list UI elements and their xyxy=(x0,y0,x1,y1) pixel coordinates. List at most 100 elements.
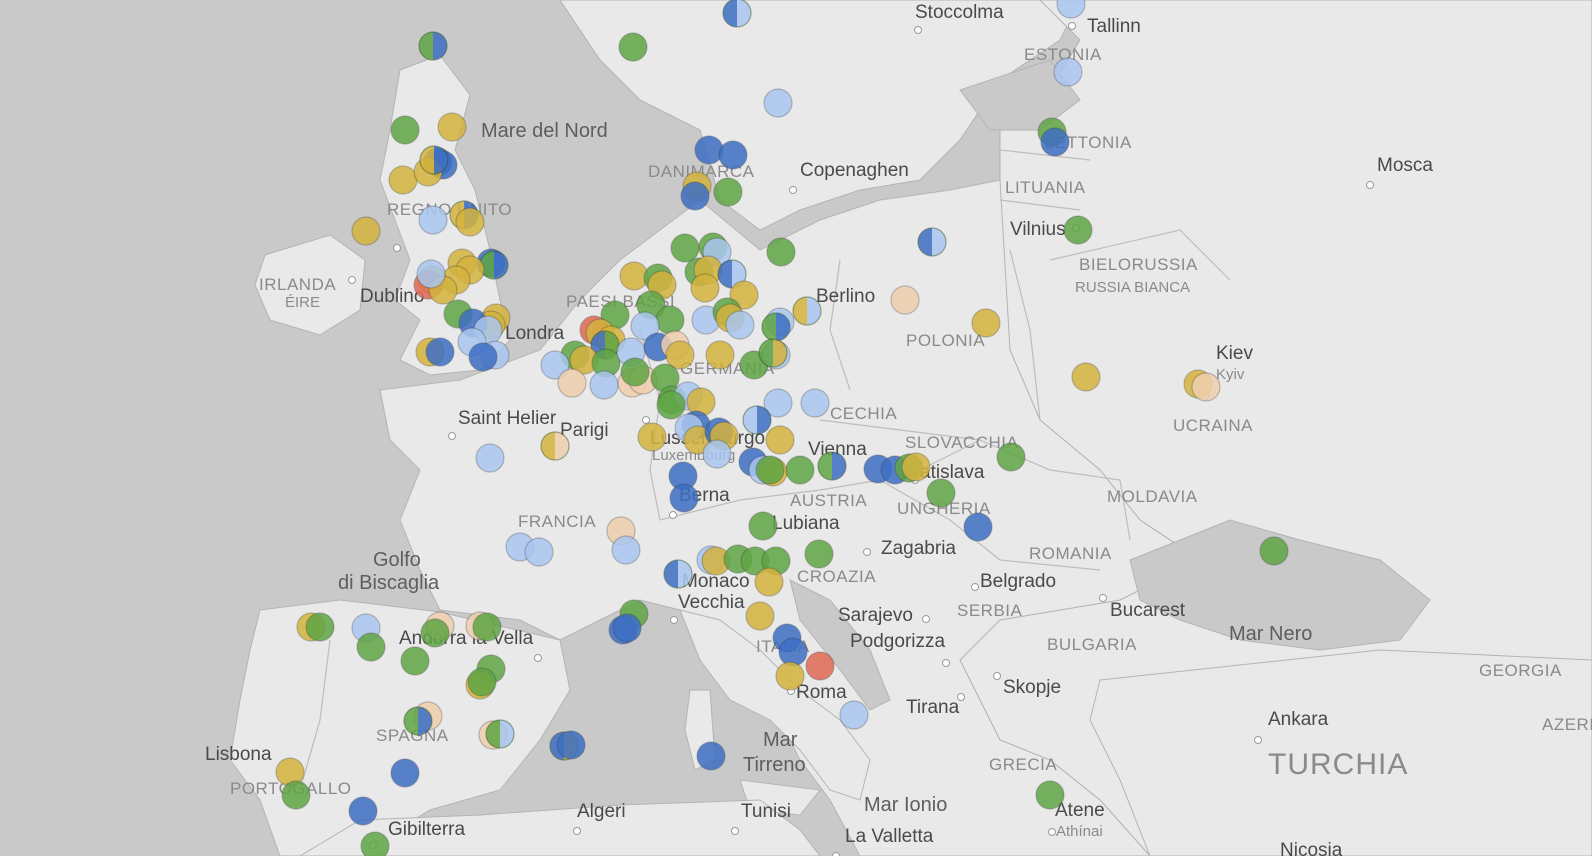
location-marker[interactable] xyxy=(763,388,793,418)
map-label-vienna: Vienna xyxy=(808,439,867,460)
location-marker[interactable] xyxy=(425,337,455,367)
location-marker[interactable] xyxy=(775,661,805,691)
location-marker[interactable] xyxy=(901,452,931,482)
location-marker[interactable] xyxy=(1191,372,1221,402)
location-marker[interactable] xyxy=(758,338,788,368)
location-marker[interactable] xyxy=(663,559,693,589)
location-marker[interactable] xyxy=(637,422,667,452)
location-marker[interactable] xyxy=(655,305,685,335)
map-label-gibilterra: Gibilterra xyxy=(388,819,466,840)
location-marker[interactable] xyxy=(455,207,485,237)
location-marker[interactable] xyxy=(713,177,743,207)
map-label-spagna: SPAGNA xyxy=(376,726,449,745)
location-marker[interactable] xyxy=(390,758,420,788)
location-marker[interactable] xyxy=(630,311,660,341)
location-marker[interactable] xyxy=(669,483,699,513)
location-marker[interactable] xyxy=(804,539,834,569)
location-marker[interactable] xyxy=(890,285,920,315)
location-marker[interactable] xyxy=(694,135,724,165)
city-dot xyxy=(448,432,456,440)
location-marker[interactable] xyxy=(281,780,311,810)
location-marker[interactable] xyxy=(556,730,586,760)
location-marker[interactable] xyxy=(437,112,467,142)
location-marker[interactable] xyxy=(718,140,748,170)
location-marker[interactable] xyxy=(690,273,720,303)
location-marker[interactable] xyxy=(403,706,433,736)
location-marker[interactable] xyxy=(963,512,993,542)
location-marker[interactable] xyxy=(702,439,732,469)
location-marker[interactable] xyxy=(540,350,570,380)
location-marker[interactable] xyxy=(765,425,795,455)
location-marker[interactable] xyxy=(670,233,700,263)
location-marker[interactable] xyxy=(524,537,554,567)
location-marker[interactable] xyxy=(1063,215,1093,245)
location-marker[interactable] xyxy=(754,567,784,597)
location-marker[interactable] xyxy=(475,443,505,473)
location-marker[interactable] xyxy=(557,368,587,398)
location-marker[interactable] xyxy=(1071,362,1101,392)
location-marker[interactable] xyxy=(926,478,956,508)
location-marker[interactable] xyxy=(1035,780,1065,810)
location-marker[interactable] xyxy=(351,216,381,246)
location-marker[interactable] xyxy=(742,405,772,435)
location-marker[interactable] xyxy=(705,340,735,370)
location-marker[interactable] xyxy=(418,205,448,235)
location-marker[interactable] xyxy=(917,227,947,257)
location-marker[interactable] xyxy=(485,719,515,749)
location-marker[interactable] xyxy=(418,31,448,61)
location-marker[interactable] xyxy=(1056,0,1086,19)
location-marker[interactable] xyxy=(696,741,726,771)
location-marker[interactable] xyxy=(390,115,420,145)
location-marker[interactable] xyxy=(1259,536,1289,566)
location-marker[interactable] xyxy=(388,165,418,195)
location-marker[interactable] xyxy=(748,511,778,541)
location-marker[interactable] xyxy=(745,601,775,631)
city-dot xyxy=(1068,22,1076,30)
location-marker[interactable] xyxy=(540,431,570,461)
location-marker[interactable] xyxy=(468,342,498,372)
location-marker[interactable] xyxy=(680,181,710,211)
location-marker[interactable] xyxy=(305,612,335,642)
location-marker[interactable] xyxy=(729,280,759,310)
location-marker[interactable] xyxy=(620,357,650,387)
location-marker[interactable] xyxy=(360,831,390,856)
location-marker[interactable] xyxy=(761,312,791,342)
location-marker[interactable] xyxy=(420,618,450,648)
location-marker[interactable] xyxy=(725,310,755,340)
location-marker[interactable] xyxy=(1040,127,1070,157)
location-marker[interactable] xyxy=(618,32,648,62)
location-marker[interactable] xyxy=(792,296,822,326)
location-marker[interactable] xyxy=(766,237,796,267)
map-label-georgia: GEORGIA xyxy=(1479,661,1562,680)
location-marker[interactable] xyxy=(416,259,446,289)
location-marker[interactable] xyxy=(467,667,497,697)
location-marker[interactable] xyxy=(839,700,869,730)
location-marker[interactable] xyxy=(805,651,835,681)
location-marker[interactable] xyxy=(722,0,752,28)
location-marker[interactable] xyxy=(800,388,830,418)
location-marker[interactable] xyxy=(785,455,815,485)
marker-layer[interactable] xyxy=(275,0,1289,856)
location-marker[interactable] xyxy=(665,340,695,370)
location-marker[interactable] xyxy=(971,308,1001,338)
map-label-algeri: Algeri xyxy=(577,801,626,822)
location-marker[interactable] xyxy=(996,442,1026,472)
location-marker[interactable] xyxy=(763,88,793,118)
location-marker[interactable] xyxy=(656,390,686,420)
location-marker[interactable] xyxy=(817,451,847,481)
location-marker[interactable] xyxy=(612,613,642,643)
location-marker[interactable] xyxy=(419,145,449,175)
location-marker[interactable] xyxy=(1053,57,1083,87)
location-marker[interactable] xyxy=(400,646,430,676)
map-label-romania: ROMANIA xyxy=(1029,544,1112,563)
location-marker[interactable] xyxy=(611,535,641,565)
location-marker[interactable] xyxy=(589,370,619,400)
location-marker[interactable] xyxy=(356,632,386,662)
location-marker[interactable] xyxy=(472,612,502,642)
location-marker[interactable] xyxy=(755,455,785,485)
location-marker[interactable] xyxy=(479,250,509,280)
location-marker[interactable] xyxy=(348,796,378,826)
location-marker[interactable] xyxy=(717,259,747,289)
